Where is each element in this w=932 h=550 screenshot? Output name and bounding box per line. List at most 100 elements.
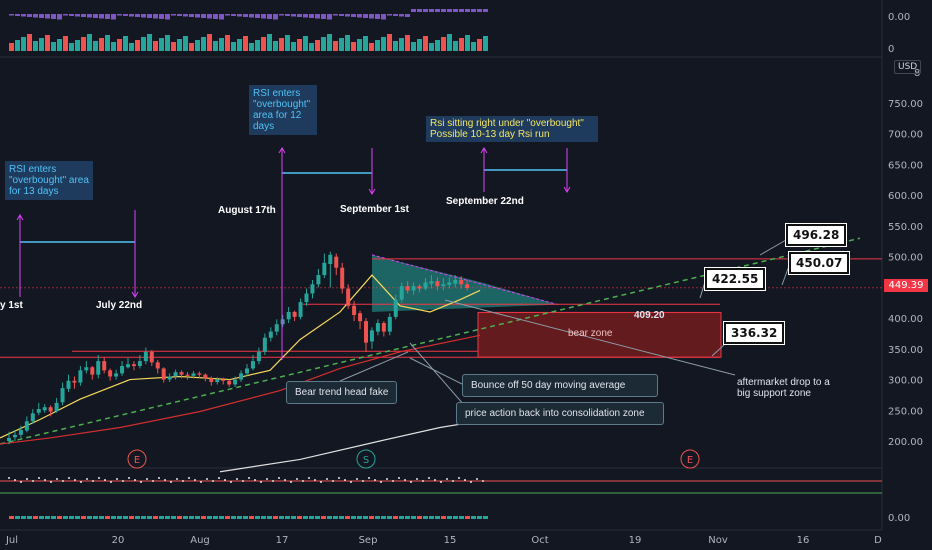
indicator-dot bbox=[284, 479, 286, 481]
rsi-note-under-overbought: Rsi sitting right under "overbought" Pos… bbox=[426, 116, 598, 142]
y-tick-label: 750.00 bbox=[888, 99, 923, 110]
candle-body bbox=[465, 284, 470, 288]
histogram-bar-top bbox=[375, 14, 380, 19]
indicator-dot bbox=[242, 480, 244, 482]
indicator-dot bbox=[80, 481, 82, 483]
indicator-dot bbox=[62, 480, 64, 482]
rsi-note-12-days: RSI enters "overbought" area for 12 days bbox=[249, 85, 317, 135]
histogram-bar-top bbox=[201, 14, 206, 18]
histogram-bar-top bbox=[417, 9, 422, 12]
indicator-bottom-bar bbox=[447, 516, 452, 519]
histogram-bar-top bbox=[267, 14, 272, 19]
indicator-dot bbox=[134, 479, 136, 481]
histogram-bar-top bbox=[285, 14, 290, 16]
rsi-arrow-july-end-head bbox=[131, 291, 139, 298]
indicator-bottom-bar bbox=[225, 516, 230, 519]
histogram-bar-top bbox=[225, 14, 230, 16]
candle-body bbox=[262, 337, 267, 352]
price-tag-496: 496.28 bbox=[786, 224, 847, 246]
indicator-dot bbox=[164, 479, 166, 481]
histogram-bar-top bbox=[231, 14, 236, 16]
indicator-dot bbox=[152, 480, 154, 482]
indicator-bottom-bar bbox=[189, 516, 194, 519]
y-tick-label: 650.00 bbox=[888, 160, 923, 171]
candle-body bbox=[304, 293, 309, 303]
histogram-bar-mid bbox=[9, 43, 14, 51]
candle-body bbox=[364, 321, 368, 343]
indicator-dot bbox=[218, 477, 220, 479]
indicator-bottom-bar bbox=[147, 516, 152, 519]
candle-body bbox=[375, 323, 380, 332]
price-tag-450-pointer bbox=[781, 265, 790, 286]
indicator-dot bbox=[176, 478, 178, 480]
histogram-bar-top bbox=[369, 14, 374, 19]
consolidation-wedge bbox=[372, 254, 558, 312]
candle-body bbox=[102, 361, 107, 371]
indicator-bottom-bar bbox=[159, 516, 164, 519]
indicator-dot bbox=[20, 481, 22, 483]
histogram-bar-top bbox=[423, 9, 428, 12]
histogram-bar-mid bbox=[345, 35, 350, 51]
candle-body bbox=[173, 372, 178, 377]
histogram-bar-top bbox=[51, 14, 56, 19]
candle-body bbox=[78, 370, 83, 383]
indicator-dot bbox=[32, 480, 34, 482]
candle-body bbox=[334, 256, 339, 268]
date-label-july-1st: y 1st bbox=[0, 300, 23, 311]
indicator-dot bbox=[308, 477, 310, 479]
candle-body bbox=[54, 402, 59, 411]
price-tag-336: 336.32 bbox=[724, 322, 785, 344]
candle-body bbox=[203, 374, 208, 379]
candle-body bbox=[250, 361, 255, 369]
histogram-bar-top bbox=[363, 14, 368, 18]
indicator-bottom-bar bbox=[465, 516, 470, 519]
rsi-arrow-august-end-head bbox=[368, 188, 376, 195]
indicator-dot bbox=[398, 477, 400, 479]
histogram-bar-top bbox=[387, 14, 392, 16]
candle-body bbox=[405, 286, 410, 291]
candle-body bbox=[185, 374, 190, 376]
indicator-bottom-bar bbox=[129, 516, 134, 519]
candle-body bbox=[66, 380, 71, 389]
y-tick-label: 700.00 bbox=[888, 130, 923, 141]
histogram-bar-mid bbox=[261, 37, 266, 51]
indicator-bottom-bar bbox=[81, 516, 86, 519]
indicator-bottom-bar bbox=[429, 516, 434, 519]
histogram-bar-mid bbox=[441, 37, 446, 51]
x-tick-label: 17 bbox=[276, 535, 289, 546]
histogram-bar-mid bbox=[123, 36, 128, 51]
indicator-bottom-bar bbox=[405, 516, 410, 519]
candle-body bbox=[96, 361, 101, 375]
bear-zone-label: bear zone bbox=[568, 328, 613, 339]
histogram-bar-mid bbox=[111, 42, 116, 51]
histogram-bar-mid bbox=[165, 35, 170, 51]
callout-pointer-head-fake bbox=[339, 351, 409, 382]
indicator-dot bbox=[260, 481, 262, 483]
indicator-bottom-bar bbox=[261, 516, 266, 519]
histogram-bar-top bbox=[315, 14, 320, 19]
histogram-bar-mid bbox=[39, 38, 44, 51]
indicator-bottom-bar bbox=[57, 516, 62, 519]
histogram-bar-top bbox=[207, 14, 212, 19]
currency-button[interactable]: USD bbox=[894, 60, 922, 74]
histogram-bar-top bbox=[153, 14, 158, 19]
candle-body bbox=[108, 370, 113, 377]
candle-body bbox=[221, 379, 226, 381]
indicator-bottom-bar bbox=[87, 516, 92, 519]
y-tick-label: 400.00 bbox=[888, 314, 923, 325]
indicator-bottom-bar bbox=[393, 516, 398, 519]
indicator-dot bbox=[404, 479, 406, 481]
indicator-bottom-bar bbox=[483, 516, 488, 519]
y-tick-label: 500.00 bbox=[888, 253, 923, 264]
rsi-arrow-august-start-head bbox=[278, 147, 286, 154]
price-tag-422: 422.55 bbox=[705, 268, 766, 290]
indicator-dot bbox=[314, 479, 316, 481]
histogram-bar-mid bbox=[141, 37, 146, 51]
indicator-bottom-bar bbox=[303, 516, 308, 519]
histogram-bar-top bbox=[483, 9, 488, 12]
indicator-dot bbox=[98, 477, 100, 479]
histogram-bar-top bbox=[399, 14, 404, 17]
histogram-bar-top bbox=[45, 14, 50, 19]
indicator-dot bbox=[476, 478, 478, 480]
